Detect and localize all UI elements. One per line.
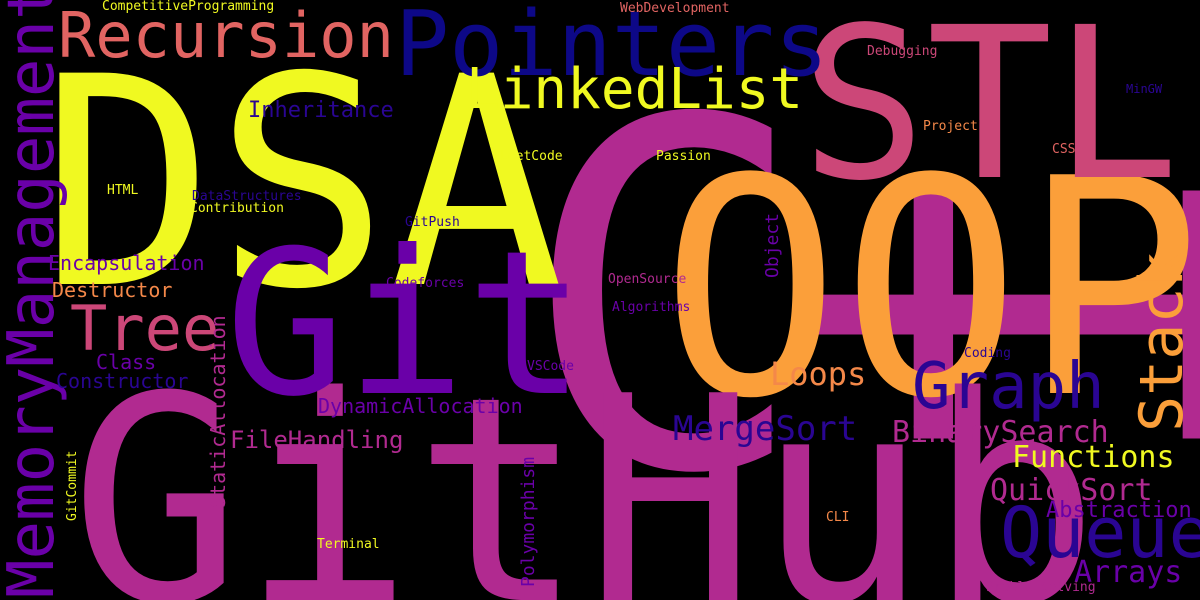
word-cli: CLI xyxy=(826,510,850,525)
word-dynamicallocation: DynamicAllocation xyxy=(318,394,523,418)
word-passion: Passion xyxy=(656,149,711,164)
word-binarysearch: BinarySearch xyxy=(892,415,1109,450)
word-webdevelopment: WebDevelopment xyxy=(620,1,730,16)
word-mergesort: MergeSort xyxy=(673,409,858,449)
word-algorithms: Algorithms xyxy=(612,300,691,315)
word-stl: STL xyxy=(800,0,1180,227)
word-git: Git xyxy=(225,208,587,441)
word-project: Project xyxy=(923,119,978,134)
word-gitcommit: GitCommit xyxy=(65,450,80,521)
word-destructor: Destructor xyxy=(52,278,173,302)
word-codeforces: Codeforces xyxy=(386,276,465,291)
word-cplusplus: C++ xyxy=(520,20,1200,579)
word-graph: Graph xyxy=(912,350,1105,424)
word-staticallocation: StaticAllocation xyxy=(206,315,230,508)
word-loops: Loops xyxy=(770,355,867,393)
word-recursion: Recursion xyxy=(58,0,394,72)
word-leetcode: LeetCode xyxy=(500,149,563,164)
word-encapsulation: Encapsulation xyxy=(48,251,205,275)
word-linkedlist: LinkedList xyxy=(466,57,804,122)
word-quicksort: QuickSort xyxy=(990,473,1153,508)
word-stack: Stack xyxy=(1127,251,1197,432)
word-terminal: Terminal xyxy=(317,537,380,552)
word-oop: OOP xyxy=(660,115,1200,464)
word-competitiveprogramming: CompetitiveProgramming xyxy=(102,0,275,14)
word-html: HTML xyxy=(107,183,139,198)
word-opensource: OpenSource xyxy=(608,272,687,287)
word-abstraction: Abstraction xyxy=(1046,498,1192,523)
word-github: GitHub xyxy=(70,336,1100,600)
word-filehandling: FileHandling xyxy=(230,426,404,454)
word-mingw: MinGW xyxy=(1126,82,1163,96)
word-contribution: Contribution xyxy=(190,201,284,216)
word-inheritance: Inheritance xyxy=(248,98,394,123)
word-arrays: Arrays xyxy=(1074,555,1183,590)
word-tree: Tree xyxy=(70,292,220,365)
word-dsa: DSA xyxy=(40,16,564,353)
word-constructor: Constructor xyxy=(56,369,189,393)
word-polymorphism: Polymorphism xyxy=(518,456,539,587)
word-functions: Functions xyxy=(1012,440,1175,475)
word-pointers: Pointers xyxy=(395,0,829,97)
word-object: Object xyxy=(762,212,783,278)
word-vscode: VSCode xyxy=(527,359,574,374)
word-gitpush: GitPush xyxy=(405,215,460,230)
word-problemsolving: ProblemSolving xyxy=(986,580,1096,595)
word-queue: Queue xyxy=(1000,492,1200,574)
word-coding: Coding xyxy=(964,346,1011,361)
word-class: Class xyxy=(96,350,157,374)
word-datastructures: DataStructures xyxy=(192,189,302,204)
word-css: CSS xyxy=(1052,142,1076,157)
word-debugging: Debugging xyxy=(867,44,938,59)
